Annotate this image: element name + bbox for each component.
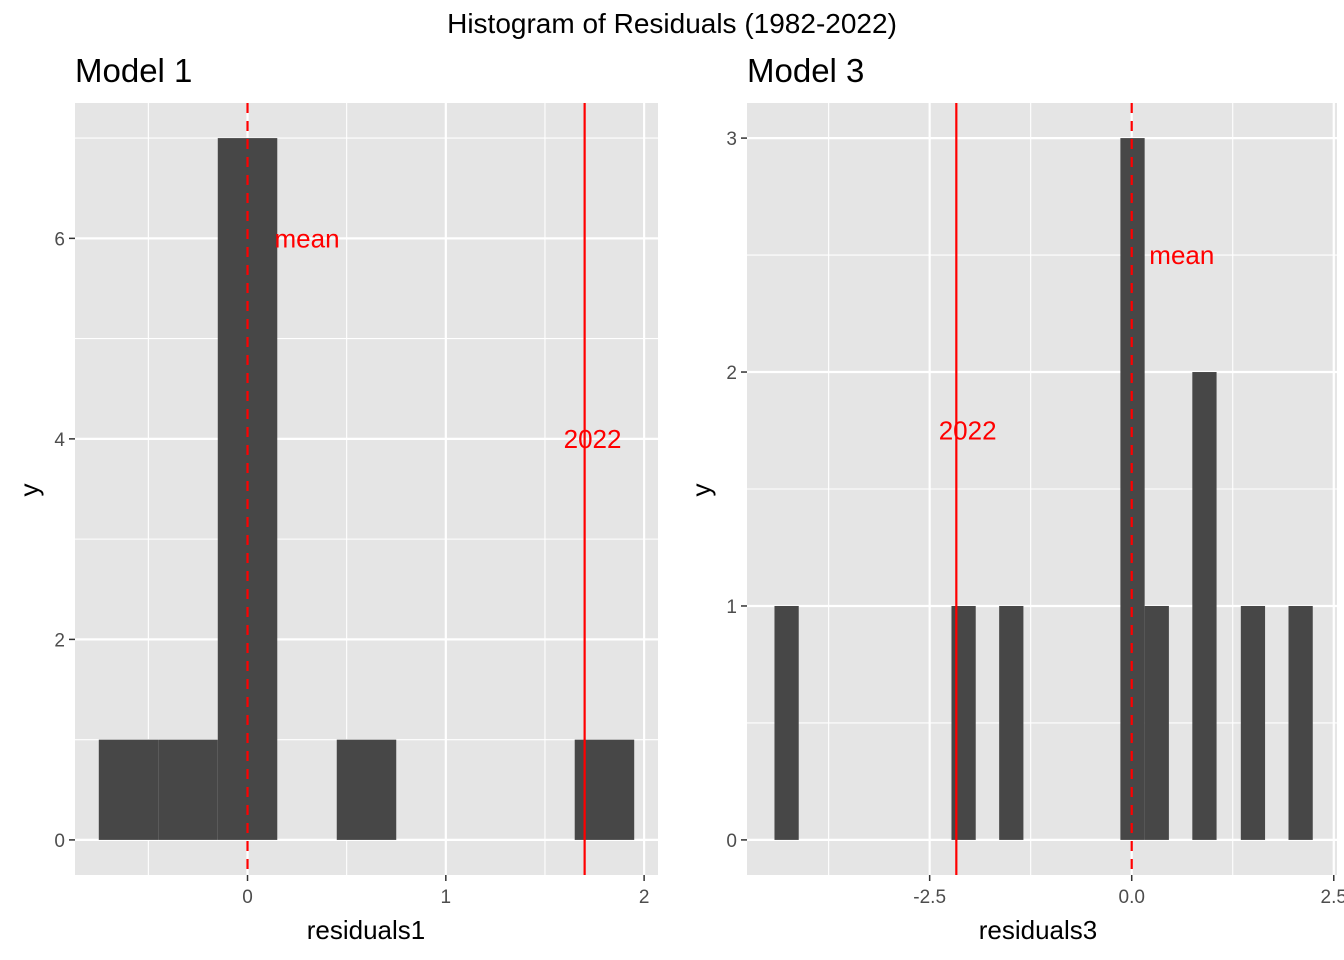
histogram-bar [336, 739, 397, 840]
y-axis-label: y [686, 484, 716, 497]
x-tick-label: 2 [639, 887, 650, 908]
histogram-bar [1288, 605, 1313, 840]
plot-area: mean 2022 0 1 2 0 2 4 6 [54, 103, 658, 908]
y-tick-label: 6 [54, 229, 65, 250]
y-tick-label: 0 [54, 831, 65, 852]
histogram-bar [1192, 372, 1217, 840]
histogram-bar [774, 605, 799, 840]
histogram-bar [951, 605, 976, 840]
histogram-panel-model-1: mean 2022 0 1 2 0 2 4 6 Model 1 residuals1 y [14, 52, 658, 945]
panel-title: Model 3 [747, 52, 864, 89]
y-tick-label: 2 [54, 630, 65, 651]
histogram-bar [98, 739, 159, 840]
y-tick-label: 0 [726, 831, 737, 852]
histogram-bar [158, 739, 218, 840]
x-tick-label: 0 [242, 887, 253, 908]
x-axis-label: residuals1 [307, 915, 426, 945]
x-tick-label: 1 [441, 887, 452, 908]
2022-annotation: 2022 [939, 416, 997, 446]
histogram-panel-model-3: mean 2022 -2.5 0.0 2.5 0 1 2 3 Model 3 residuals… [686, 52, 1344, 945]
y-axis-label: y [14, 484, 44, 497]
x-axis-label: residuals3 [979, 915, 1098, 945]
histogram-bar [1240, 605, 1266, 840]
y-tick-label: 3 [726, 129, 737, 150]
y-tick-label: 2 [726, 363, 737, 384]
figure-title: Histogram of Residuals (1982-2022) [447, 8, 897, 39]
x-tick-label: 0.0 [1119, 887, 1145, 908]
x-tick-label: -2.5 [913, 887, 946, 908]
mean-annotation: mean [274, 223, 339, 253]
2022-annotation: 2022 [564, 424, 622, 454]
histogram-bar [1144, 605, 1169, 840]
plot-area: mean 2022 -2.5 0.0 2.5 0 1 2 3 [726, 103, 1344, 908]
x-tick-label: 2.5 [1321, 887, 1344, 908]
panel-title: Model 1 [75, 52, 192, 89]
y-tick-label: 4 [54, 430, 65, 451]
mean-annotation: mean [1149, 240, 1214, 270]
histogram-bar [999, 605, 1024, 840]
y-tick-label: 1 [726, 597, 737, 618]
